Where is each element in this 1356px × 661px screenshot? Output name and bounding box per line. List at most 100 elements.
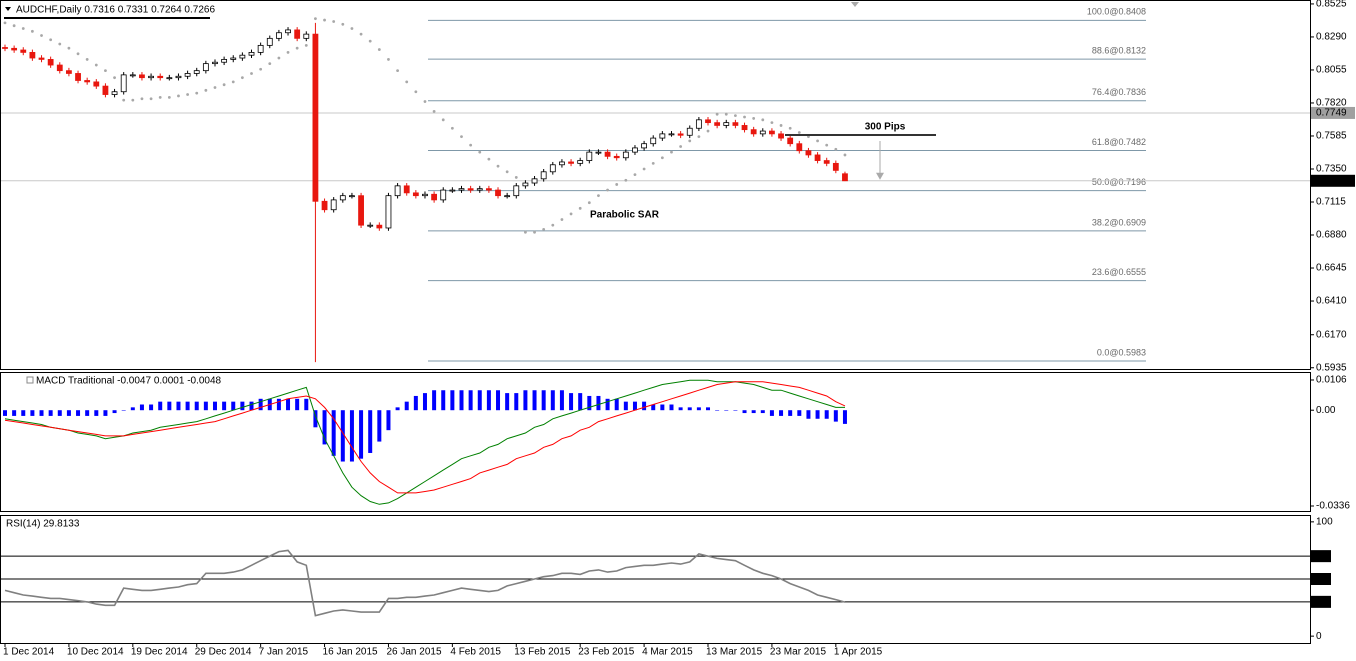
- sar-dot: [697, 135, 701, 139]
- macd-histogram-bar: [477, 390, 482, 411]
- macd-histogram-bar: [642, 401, 647, 411]
- y-tick-label: 0.8525: [1316, 0, 1347, 10]
- macd-histogram-bar: [30, 410, 35, 416]
- x-tick-label: 26 Jan 2015: [386, 647, 441, 658]
- sar-dot: [359, 32, 363, 36]
- macd-histogram-bar: [48, 410, 53, 416]
- candle-body: [275, 32, 282, 39]
- candle-body: [504, 195, 511, 198]
- sar-dot: [734, 114, 737, 118]
- sar-dot: [569, 212, 573, 216]
- indicator-icon: [26, 376, 34, 384]
- candle-body: [513, 185, 520, 197]
- sar-dot: [460, 135, 463, 139]
- macd-histogram-bar: [769, 410, 774, 416]
- rsi-line: [4, 549, 846, 617]
- sar-dot: [195, 91, 199, 95]
- candle-body: [559, 161, 565, 166]
- candle-body: [796, 143, 803, 152]
- sar-dot: [85, 58, 89, 61]
- shift-marker[interactable]: [851, 2, 859, 7]
- sar-dot: [651, 161, 655, 165]
- price-panel-frame: [0, 0, 1311, 370]
- macd-histogram-bar: [130, 407, 135, 411]
- annotation-arrow-head: [876, 172, 884, 180]
- candle-body: [148, 75, 154, 79]
- sar-dot: [30, 29, 34, 33]
- macd-histogram-bar: [614, 398, 619, 411]
- macd-histogram-bar: [404, 401, 409, 411]
- macd-histogram-bar: [313, 410, 318, 428]
- candle-body: [367, 224, 374, 227]
- sar-dot: [67, 46, 71, 50]
- candle-body: [659, 133, 666, 139]
- candle-body: [723, 122, 730, 126]
- macd-histogram-bar: [660, 404, 665, 411]
- x-tick-label: 29 Dec 2014: [195, 647, 252, 658]
- sar-dot: [368, 39, 372, 43]
- sar-dot: [286, 50, 290, 54]
- sar-dot: [724, 112, 728, 116]
- x-tick-label: 23 Feb 2015: [578, 647, 635, 658]
- sar-dot: [843, 153, 847, 157]
- candle-body: [668, 133, 675, 136]
- macd-histogram-bar: [605, 398, 610, 411]
- candle-body: [677, 133, 684, 136]
- sar-dot: [140, 97, 144, 101]
- sar-dot: [587, 201, 591, 205]
- macd-histogram-bar: [596, 395, 601, 411]
- candle-body: [321, 200, 328, 211]
- candle-body: [129, 74, 136, 77]
- sar-dot: [122, 98, 126, 102]
- candle-body: [184, 73, 191, 77]
- macd-histogram-bar: [733, 410, 738, 411]
- level-box: [1311, 595, 1331, 608]
- macd-histogram-bar: [833, 410, 838, 422]
- sar-dot: [304, 43, 308, 47]
- candle-body: [66, 70, 72, 74]
- sar-dot: [825, 143, 829, 147]
- candle-body: [641, 143, 647, 149]
- candle-body: [522, 182, 529, 187]
- macd-histogram-bar: [368, 410, 373, 453]
- macd-histogram-bar: [249, 401, 254, 411]
- candle-body: [540, 171, 547, 180]
- macd-histogram-bar: [724, 410, 729, 411]
- macd-histogram-bar: [158, 401, 163, 411]
- candle-body: [2, 47, 8, 49]
- sar-dot: [761, 118, 765, 122]
- candle-body: [56, 64, 63, 72]
- level-label: 70: [1316, 551, 1328, 562]
- fib-label: 88.6@0.8132: [1092, 46, 1146, 56]
- macd-histogram-bar: [222, 401, 227, 411]
- candle-body: [403, 185, 410, 194]
- candle-body: [431, 193, 438, 201]
- macd-histogram-bar: [541, 390, 546, 411]
- candle-body: [175, 75, 182, 79]
- candle-body: [202, 63, 209, 72]
- y-tick-label: 0.0106: [1316, 375, 1347, 386]
- menu-arrow[interactable]: [5, 7, 11, 11]
- candle-body: [622, 151, 629, 159]
- y-tick-label: 0.8055: [1316, 65, 1347, 76]
- macd-histogram-bar: [240, 401, 245, 411]
- candle-body: [221, 59, 228, 63]
- macd-histogram-bar: [815, 410, 820, 419]
- fib-label: 0.0@0.5983: [1097, 347, 1146, 357]
- sar-dot: [49, 38, 53, 42]
- sar-dot: [149, 97, 153, 101]
- sar-dot: [222, 83, 226, 87]
- sar-dot: [332, 20, 336, 23]
- macd-histogram-bar: [349, 410, 354, 462]
- candle-body: [595, 151, 602, 154]
- sar-dot: [441, 118, 445, 122]
- sar-dot: [706, 129, 710, 133]
- candle-body: [613, 155, 620, 159]
- sar-dot: [615, 183, 619, 186]
- candle-body: [257, 44, 264, 53]
- sar-dot: [250, 72, 253, 75]
- macd-histogram-bar: [258, 398, 263, 411]
- sar-dot: [341, 22, 345, 26]
- sar-dot: [113, 76, 116, 80]
